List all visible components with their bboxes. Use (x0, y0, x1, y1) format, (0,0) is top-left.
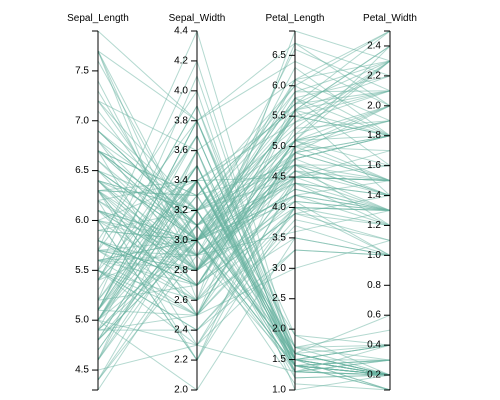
data-line-110 (97, 30, 391, 152)
tick-label: 4.2 (174, 55, 188, 66)
data-line-120 (97, 145, 391, 362)
data-line-136 (97, 50, 391, 242)
data-line-98 (97, 188, 391, 256)
data-line-17 (97, 104, 391, 373)
data-line-96 (97, 194, 391, 251)
tick-label: 3.0 (174, 235, 188, 246)
data-line-147 (97, 120, 391, 317)
axis-title: Petal_Width (363, 13, 417, 24)
axis-petal-width: 0.2 0.4 0.6 0.8 1.0 1.2 1.4 1.6 1.8 2.0 2.2 2.4 Peta… (363, 13, 417, 391)
data-line-122 (97, 105, 391, 271)
axis-sepal-length: 4.5 5.0 5.5 6.0 6.5 7.0 7.5 Sepal_Length (67, 13, 129, 391)
tick-label: 1.5 (272, 354, 286, 365)
data-line-123 (97, 42, 391, 272)
data-line-139 (97, 135, 391, 241)
tick-label: 2.8 (174, 265, 188, 276)
data-line-88 (97, 182, 391, 347)
tick-label: 2.5 (272, 293, 286, 304)
axes: 4.55.05.56.06.57.07.5Sepal_Length2.02.22… (67, 13, 417, 396)
tick-label: 5.0 (75, 315, 89, 326)
tick-label: 2.2 (174, 355, 188, 366)
tick-label: 2.0 (174, 385, 188, 396)
tick-label: 3.0 (272, 263, 286, 274)
tick-label: 1.2 (367, 220, 381, 231)
data-line-90 (97, 206, 391, 316)
data-line-82 (97, 225, 391, 331)
tick-label: 5.5 (75, 265, 89, 276)
data-line-141 (97, 45, 391, 227)
tick-label: 6.5 (272, 50, 286, 61)
tick-label: 7.5 (75, 65, 89, 76)
tick-label: 4.0 (272, 202, 286, 213)
data-line-143 (97, 120, 391, 286)
data-line-132 (97, 30, 391, 122)
data-line-94 (97, 249, 391, 346)
data-line-44 (97, 164, 391, 355)
data-line-142 (97, 60, 391, 227)
tick-label: 4.4 (174, 26, 188, 37)
axis-title: Petal_Length (266, 13, 325, 24)
tick-label: 7.0 (75, 115, 89, 126)
data-line-100 (97, 200, 391, 271)
tick-label: 0.4 (367, 340, 381, 351)
tick-label: 1.0 (367, 250, 381, 261)
data-lines (97, 29, 391, 391)
tick-label: 4.0 (174, 85, 188, 96)
data-line-43 (97, 209, 391, 381)
tick-label: 0.2 (367, 370, 381, 381)
tick-label: 3.2 (174, 205, 188, 216)
tick-label: 2.2 (367, 70, 381, 81)
data-line-130 (97, 97, 391, 242)
tick-label: 0.8 (367, 280, 381, 291)
data-line-42 (97, 344, 391, 373)
data-line-118 (97, 42, 391, 122)
tick-label: 2.4 (367, 40, 381, 51)
tick-label: 1.0 (272, 385, 286, 396)
tick-label: 2.0 (272, 324, 286, 335)
data-line-145 (97, 30, 391, 197)
axis-petal-length: 1.0 1.5 2.0 2.5 3.0 3.5 4.0 4.5 5.0 5.5 6.0 6.5 Peta… (266, 13, 325, 396)
data-line-14 (97, 239, 391, 391)
data-line-150 (97, 135, 391, 241)
axis-title: Sepal_Length (67, 13, 129, 24)
tick-label: 2.4 (174, 325, 188, 336)
data-line-91 (97, 182, 391, 301)
tick-label: 3.6 (174, 145, 188, 156)
data-line-112 (97, 120, 391, 287)
tick-label: 3.5 (272, 232, 286, 243)
tick-label: 2.0 (367, 100, 381, 111)
data-line-47 (97, 119, 391, 376)
data-line-149 (97, 60, 391, 202)
tick-label: 0.6 (367, 310, 381, 321)
tick-label: 3.4 (174, 175, 188, 186)
tick-label: 5.0 (272, 141, 286, 152)
tick-label: 6.0 (272, 80, 286, 91)
data-line-138 (97, 115, 391, 227)
tick-label: 2.6 (174, 295, 188, 306)
tick-label: 6.0 (75, 215, 89, 226)
data-line-99 (97, 239, 391, 316)
axis-sepal-width: 2.0 2.2 2.4 2.6 2.8 3.0 3.2 3.4 3.6 3.8 4.0 4.2 4.4 S… (169, 13, 226, 396)
tick-label: 6.5 (75, 165, 89, 176)
data-line-49 (97, 134, 391, 376)
tick-label: 4.5 (75, 365, 89, 376)
axis-title: Sepal_Width (169, 13, 226, 24)
tick-label: 4.5 (272, 172, 286, 183)
tick-label: 1.6 (367, 160, 381, 171)
tick-label: 3.8 (174, 115, 188, 126)
tick-label: 5.5 (272, 111, 286, 122)
data-line-101 (97, 30, 391, 197)
data-line-148 (97, 105, 391, 242)
tick-label: 1.4 (367, 190, 381, 201)
data-line-80 (97, 237, 391, 301)
data-line-126 (97, 85, 391, 212)
data-line-135 (97, 109, 391, 302)
tick-label: 1.8 (367, 130, 381, 141)
